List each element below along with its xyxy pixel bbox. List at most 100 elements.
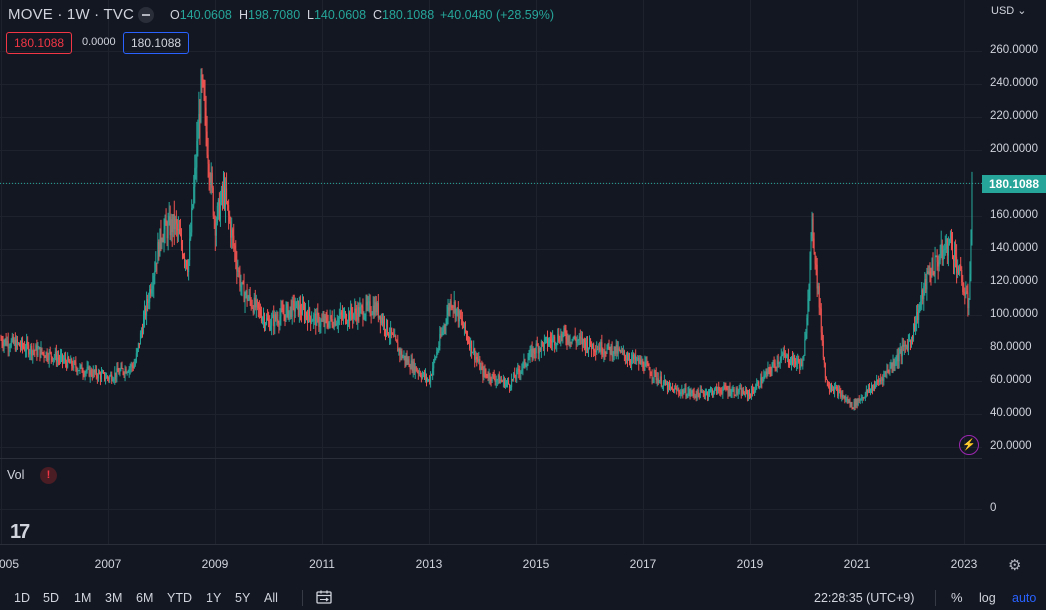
candle-body [44,356,46,358]
candle-body [0,339,2,341]
buy-price-button[interactable]: 180.1088 [123,32,190,54]
candle-body [23,346,25,348]
range-button-1y[interactable]: 1Y [206,591,222,605]
candle-body [300,312,302,315]
candle-body [268,319,270,322]
candle-body [222,185,224,197]
candle-body [561,334,563,338]
candle-body [411,360,413,371]
candle-body [66,362,68,368]
candle-body [359,307,361,317]
candle-body [647,364,649,366]
candle-body [909,340,911,343]
auto-scale-toggle[interactable]: auto [1012,591,1037,605]
volume-indicator-label[interactable]: Vol [7,468,25,482]
candle-body [24,347,26,351]
candle-body [941,243,943,260]
candle-body [248,294,250,299]
candle-body [422,372,424,375]
candle-body [844,395,846,400]
range-button-3m[interactable]: 3M [105,591,123,605]
candle-body [790,363,792,365]
log-scale-toggle[interactable]: log [979,591,996,605]
candle-body [657,378,659,384]
candle-body [92,370,94,377]
candle-body [412,361,414,371]
candle-body [538,348,540,354]
candle-body [715,386,717,389]
candle-body [784,355,786,358]
candle-body [842,394,844,399]
candle-body [535,343,537,353]
symbol-title[interactable]: MOVE · 1W · TVC [8,6,135,23]
candle-body [322,318,324,321]
candle-body [287,304,289,319]
candle-body [928,271,930,274]
candle-body [520,370,522,375]
minus-icon[interactable] [138,7,154,23]
candle-body [786,354,788,356]
candle-body [241,282,243,287]
candle-body [564,328,566,333]
candle-body [147,299,149,303]
candle-body [894,363,896,366]
candle-body [119,370,121,375]
candle-body [188,260,190,273]
candle-body [708,390,710,394]
range-button-1d[interactable]: 1D [14,591,30,605]
candle-body [769,367,771,371]
candle-body [518,368,520,372]
candle-body [78,370,80,372]
candle-body [529,350,531,358]
timezone-clock[interactable]: 22:28:35 (UTC+9) [814,591,915,605]
candle-body [476,356,478,360]
candle-body [170,219,172,236]
candle-body [550,339,552,341]
candle-body [887,370,889,372]
range-button-all[interactable]: All [264,591,278,605]
candle-body [336,323,338,325]
percent-scale-toggle[interactable]: % [951,590,963,605]
candle-body [523,359,525,363]
candle-body [178,229,180,234]
candle-body [824,363,826,379]
candle-body [873,385,875,391]
candle-body [201,74,203,77]
candle-body [256,299,258,303]
candle-body [491,374,493,382]
candle-body [421,374,423,378]
candle-body [40,347,42,358]
chart-canvas[interactable] [0,0,1046,587]
time-tick-label: 2021 [843,557,871,571]
candle-body [497,375,499,380]
candle-body [162,241,164,243]
gear-icon[interactable]: ⚙ [1008,557,1022,574]
candle-body [947,243,949,256]
candle-body [722,389,724,394]
candle-body [589,338,591,348]
currency-selector[interactable]: USD ⌄ [991,4,1027,17]
candle-body [332,325,334,328]
range-button-ytd[interactable]: YTD [167,591,192,605]
range-button-5y[interactable]: 5Y [235,591,251,605]
candle-body [902,344,904,347]
range-button-5d[interactable]: 5D [43,591,59,605]
candle-body [465,331,467,335]
range-button-6m[interactable]: 6M [136,591,154,605]
candle-body [365,301,367,315]
candle-body [308,308,310,323]
sell-price-button[interactable]: 180.1088 [6,32,73,54]
candle-body [875,384,877,389]
tradingview-logo[interactable]: 17 [10,521,30,543]
range-button-1m[interactable]: 1M [74,591,92,605]
candle-body [792,357,794,365]
lightning-icon[interactable]: ⚡ [959,435,979,455]
candle-body [716,386,718,394]
candle-body [216,205,218,224]
warning-icon[interactable]: ! [40,467,57,484]
candle-body [735,387,737,396]
candle-body [954,249,956,262]
candle-body [575,339,577,343]
candle-body [331,319,333,326]
calendar-range-icon[interactable] [316,590,332,604]
